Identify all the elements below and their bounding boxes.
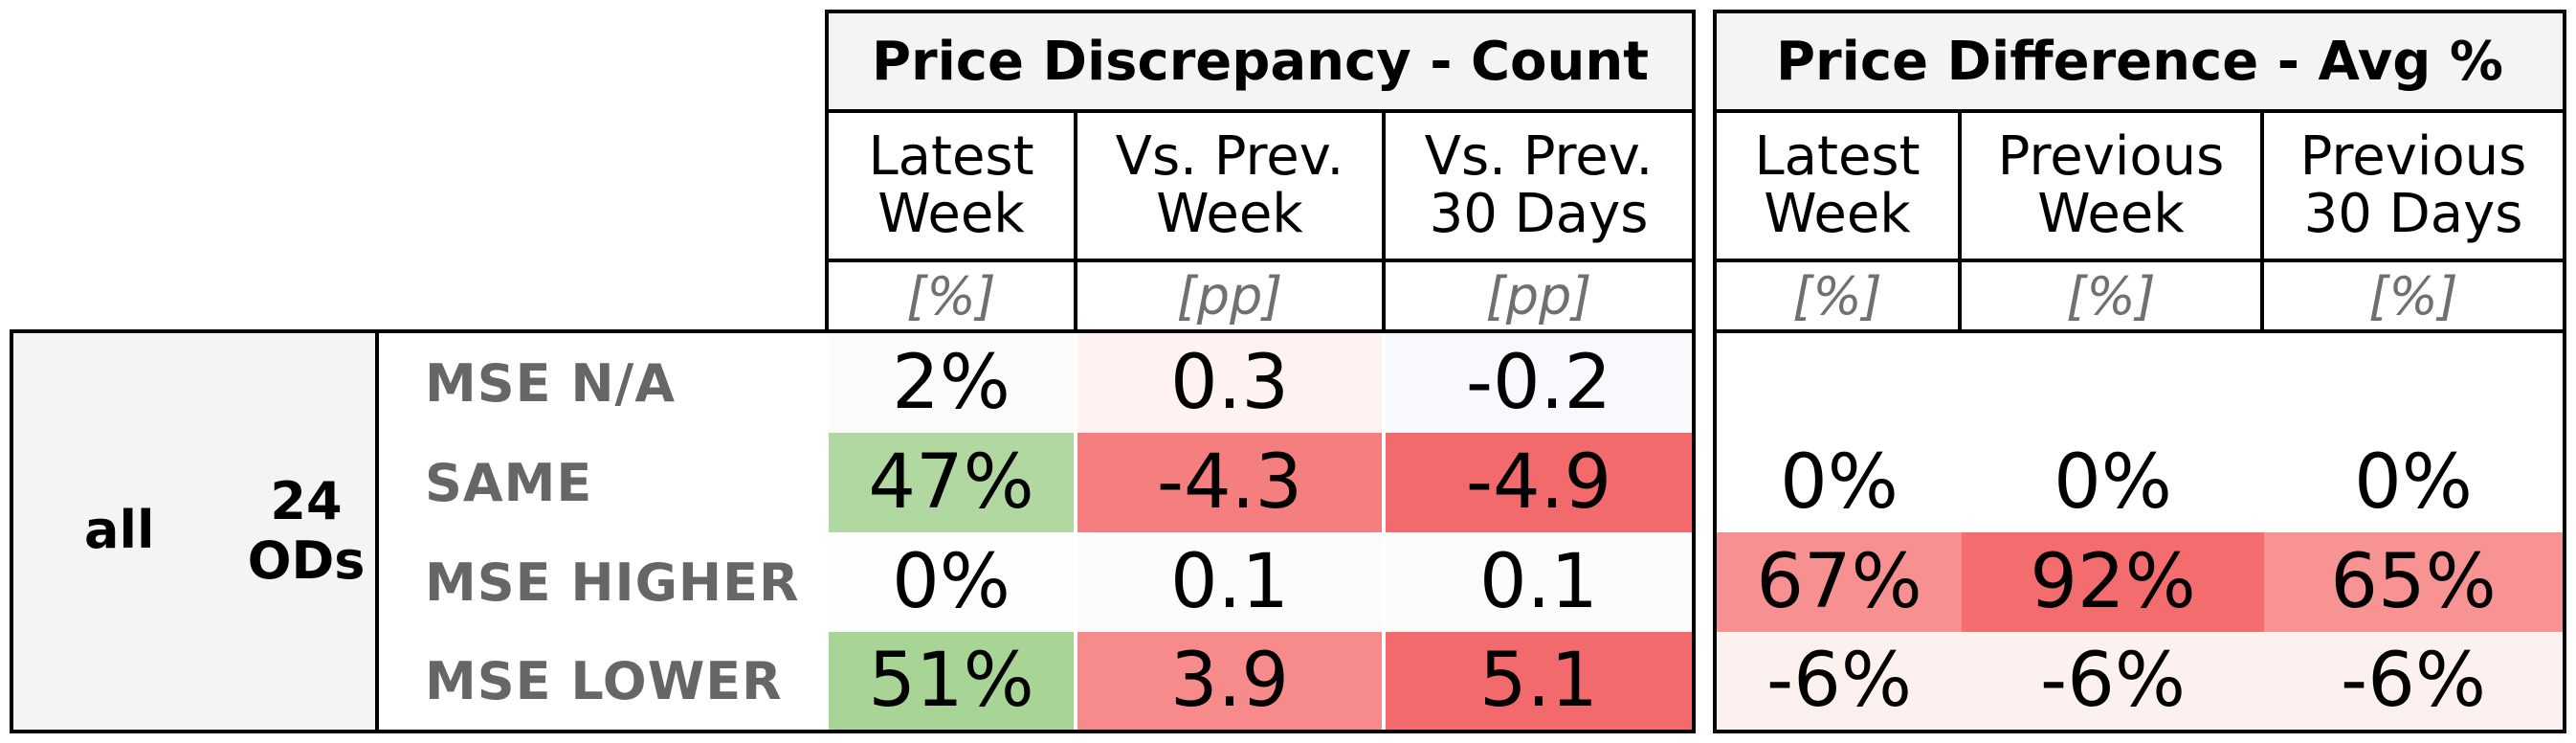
difference-cell (2264, 333, 2563, 433)
difference-cell (1962, 333, 2264, 433)
discrepancy-col-divider-2 (1382, 109, 1386, 333)
difference-unit-latest-week: [%] (1792, 265, 1882, 326)
difference-cell: -6% (1717, 632, 1962, 730)
discrepancy-col-vs-prev-30-days: Vs. Prev. 30 Days (1424, 125, 1654, 245)
difference-unit-previous-week: [%] (2066, 265, 2156, 326)
difference-unit-previous-30-days: [%] (2368, 265, 2458, 326)
difference-data-box (1713, 329, 2566, 733)
difference-cell: -6% (1962, 632, 2264, 730)
discrepancy-col-vs-prev-week: Vs. Prev. Week (1115, 125, 1344, 245)
discrepancy-unit-vs-prev-week: [pp] (1176, 265, 1283, 326)
difference-cell (1717, 333, 1962, 433)
difference-col-previous-30-days: Previous 30 Days (2299, 125, 2527, 245)
discrepancy-cell: 51% (829, 632, 1074, 730)
difference-title-divider (1713, 109, 2566, 113)
discrepancy-cell: 5.1 (1386, 632, 1692, 730)
discrepancy-cell: 0% (829, 532, 1074, 632)
discrepancy-title: Price Discrepancy - Count (829, 13, 1692, 109)
difference-col-divider-2 (2260, 109, 2264, 333)
row-label: MSE LOWER (425, 650, 783, 711)
discrepancy-col-divider-1 (1074, 109, 1077, 333)
difference-cell: 0% (1962, 433, 2264, 532)
difference-col-previous-week: Previous Week (1997, 125, 2225, 245)
discrepancy-unit-divider (825, 259, 1696, 262)
discrepancy-unit-vs-prev-30-days: [pp] (1485, 265, 1592, 326)
group-ods-label: 24 ODs (247, 471, 366, 591)
discrepancy-cell: -4.9 (1386, 433, 1692, 532)
row-label: SAME (425, 452, 593, 513)
difference-cell: -6% (2264, 632, 2563, 730)
discrepancy-cell: 0.1 (1386, 532, 1692, 632)
difference-title: Price Difference - Avg % (1717, 13, 2563, 109)
difference-unit-divider (1713, 259, 2566, 262)
discrepancy-right-border (1692, 329, 1696, 733)
difference-cell: 67% (1717, 532, 1962, 632)
discrepancy-cell: 0.3 (1077, 333, 1382, 433)
difference-cell: 0% (1717, 433, 1962, 532)
discrepancy-col-latest-week: Latest Week (868, 125, 1034, 245)
group-label-panel (13, 333, 375, 730)
row-label: MSE HIGHER (425, 552, 800, 613)
discrepancy-cell: 47% (829, 433, 1074, 532)
discrepancy-unit-latest-week: [%] (906, 265, 996, 326)
difference-col-latest-week: Latest Week (1754, 125, 1921, 245)
discrepancy-cell: 0.1 (1077, 532, 1382, 632)
group-all-label: all (84, 499, 155, 560)
discrepancy-title-divider (825, 109, 1696, 113)
discrepancy-header (825, 10, 1696, 333)
difference-cell: 65% (2264, 532, 2563, 632)
difference-col-divider-1 (1958, 109, 1962, 333)
group-divider (375, 329, 379, 733)
discrepancy-cell: 3.9 (1077, 632, 1382, 730)
difference-cell: 0% (2264, 433, 2563, 532)
row-label: MSE N/A (425, 352, 677, 414)
discrepancy-cell: 2% (829, 333, 1074, 433)
difference-cell: 92% (1962, 532, 2264, 632)
discrepancy-cell: -4.3 (1077, 433, 1382, 532)
discrepancy-cell: -0.2 (1386, 333, 1692, 433)
